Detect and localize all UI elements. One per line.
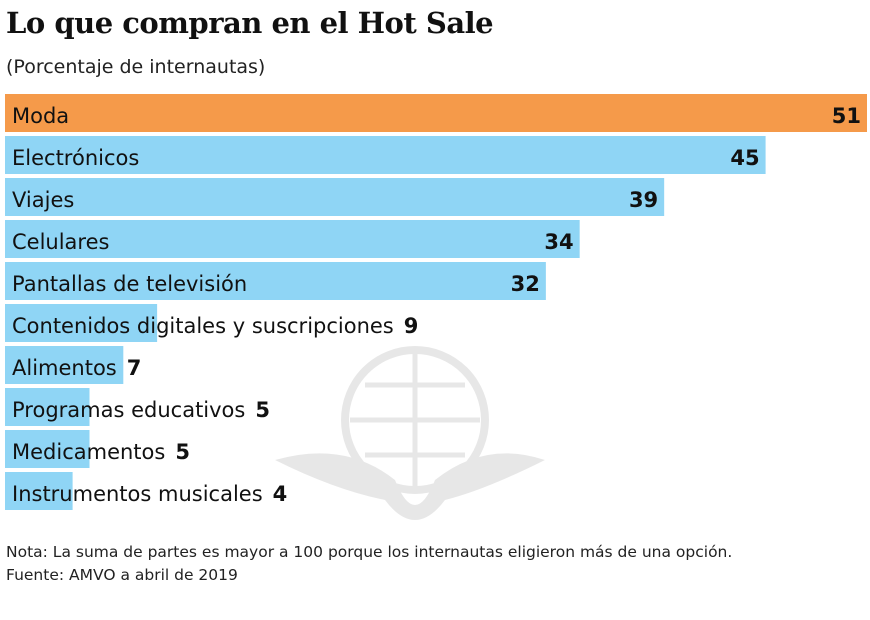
bar [5,136,766,174]
bar [5,346,124,384]
category-label: Viajes [12,188,74,212]
value-label: 45 [730,146,759,170]
value-label: 34 [544,230,573,254]
value-label: 4 [273,482,288,506]
bar [5,94,867,132]
bar [5,430,90,468]
category-label: Contenidos digitales y suscripciones [12,314,394,338]
value-label: 39 [629,188,658,212]
value-label: 5 [175,440,190,464]
bar [5,304,158,342]
source: Fuente: AMVO a abril de 2019 [6,566,238,584]
category-label: Pantallas de televisión [12,272,247,296]
bar [5,220,580,258]
bar [5,178,665,216]
bar [5,472,73,510]
value-label: 32 [511,272,540,296]
value-label: 51 [832,104,861,128]
category-label: Instrumentos musicales [12,482,263,506]
value-label: 7 [127,356,142,380]
bar [5,388,90,426]
footnote: Nota: La suma de partes es mayor a 100 p… [6,543,733,561]
category-label: Moda [12,104,69,128]
bar [5,262,546,300]
eagle-logo-watermark [275,346,545,520]
value-label: 9 [404,314,419,338]
chart-title: Lo que compran en el Hot Sale [6,6,494,40]
category-label: Electrónicos [12,146,139,170]
category-label: Medicamentos [12,440,165,464]
value-label: 5 [255,398,270,422]
chart-subtitle: (Porcentaje de internautas) [6,56,266,78]
category-label: Alimentos [12,356,117,380]
category-label: Programas educativos [12,398,245,422]
category-label: Celulares [12,230,109,254]
